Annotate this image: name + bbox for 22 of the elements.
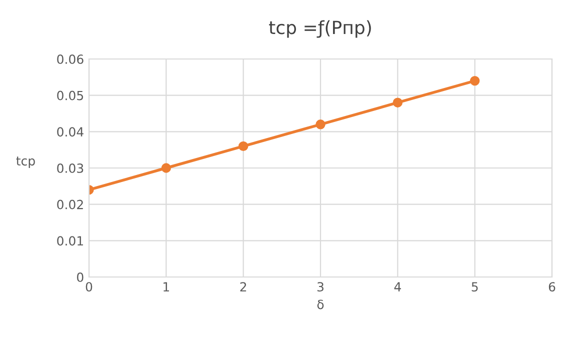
y-axis-title: tcp — [16, 156, 35, 168]
x-tick-label: 1 — [164, 282, 169, 292]
y-tick-label: 0.05 — [57, 90, 84, 100]
y-tick-label: 0.01 — [57, 236, 83, 246]
y-tick-label: 0.04 — [57, 127, 84, 137]
point — [161, 163, 172, 173]
x-axis-title: δ — [317, 300, 324, 310]
y-tick-label: 0 — [77, 272, 84, 282]
point — [392, 98, 403, 108]
y-tick-label: 0.03 — [57, 163, 84, 173]
point — [316, 120, 326, 130]
x-tick-label: 2 — [240, 282, 246, 292]
x-tick-label: 3 — [317, 282, 324, 292]
point — [238, 141, 248, 152]
x-tick-label: 0 — [86, 282, 92, 292]
y-tick-label: 0.06 — [57, 54, 84, 64]
y-tick-label: 0.02 — [57, 200, 83, 210]
point — [470, 76, 480, 86]
x-tick-label: 5 — [472, 282, 478, 292]
x-tick-label: 4 — [394, 282, 401, 292]
chart-title: tcp =ƒ(Pпр) — [269, 20, 371, 38]
x-tick-label: 6 — [548, 282, 556, 292]
